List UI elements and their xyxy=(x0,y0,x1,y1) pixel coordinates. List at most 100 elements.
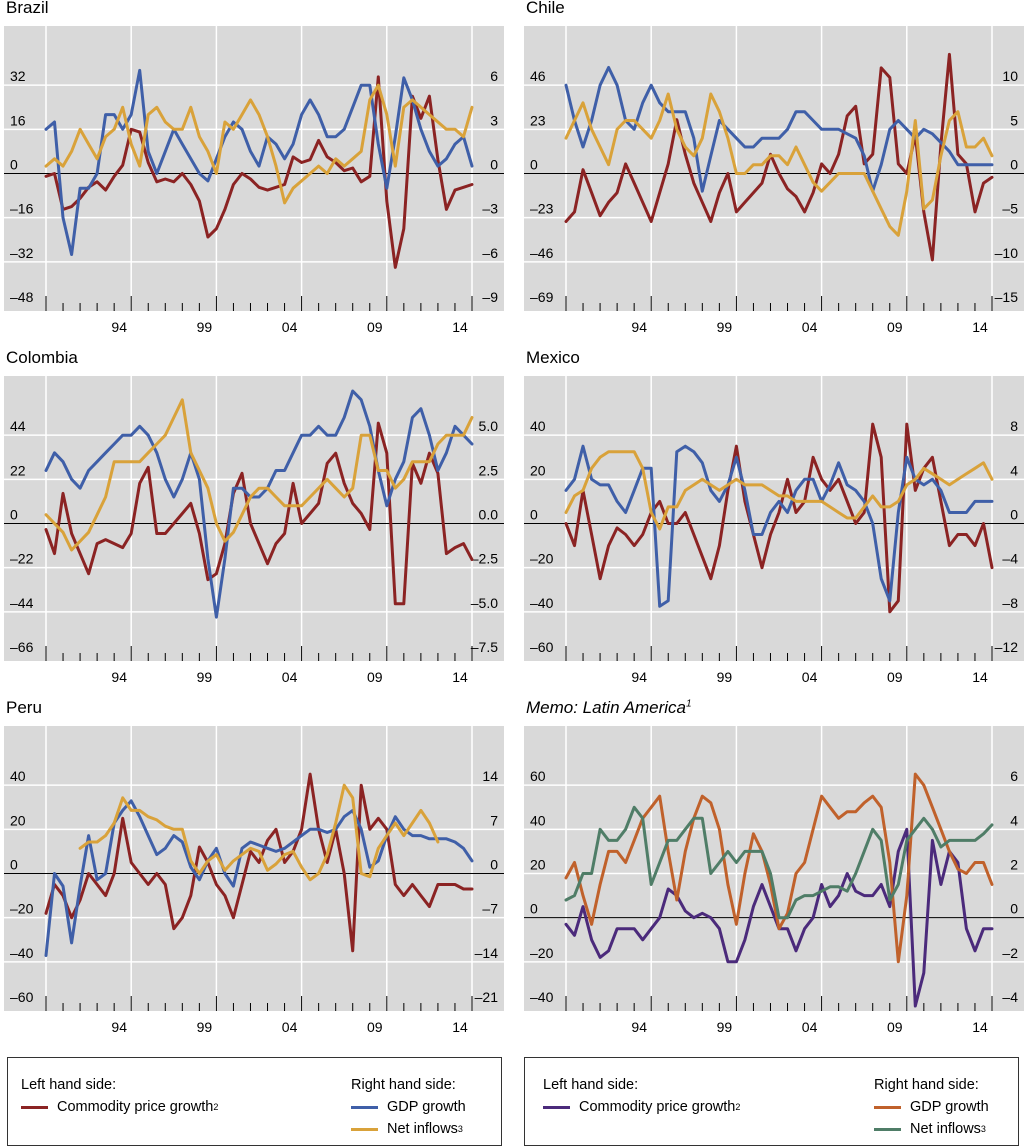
panel-title: Chile xyxy=(526,0,565,17)
right-axis-label: –14 xyxy=(475,945,499,961)
x-tick-label: 99 xyxy=(197,1019,213,1035)
chart-plot: 94 99 04 09 14 –60 –40 –20 0 20 40 –21 –14 –7 0 7 14 xyxy=(4,726,504,1035)
x-tick-label: 04 xyxy=(802,669,818,685)
left-axis-label: –40 xyxy=(530,595,554,611)
left-axis-label: 0 xyxy=(530,507,538,523)
right-axis-label: –10 xyxy=(995,245,1019,261)
legend-swatch xyxy=(351,1105,378,1109)
x-tick-label: 14 xyxy=(972,669,988,685)
legend-swatch xyxy=(543,1105,570,1109)
chart-plot: 94 99 04 09 14 –66 –44 –22 0 22 44 –7.5 –5.0 –2.5 0.0 2… xyxy=(4,376,504,685)
legend-lhs-title: Left hand side: xyxy=(21,1077,117,1093)
left-axis-label: –66 xyxy=(10,639,34,655)
series-line-commodity-price-growth xyxy=(44,421,474,606)
left-axis-label: 0 xyxy=(10,507,18,523)
x-tick-label: 04 xyxy=(282,669,298,685)
legend-swatch xyxy=(21,1105,48,1109)
plot-background xyxy=(524,726,1024,1011)
panel-title: Peru xyxy=(6,698,42,717)
right-axis-label: –4 xyxy=(1002,989,1018,1005)
right-axis-label: 2 xyxy=(1010,857,1018,873)
legend-item: GDP growth xyxy=(874,1096,989,1118)
left-axis-label: 60 xyxy=(530,768,546,784)
right-axis-label: –9 xyxy=(482,289,498,305)
x-tick-label: 99 xyxy=(717,1019,733,1035)
panel-title: Colombia xyxy=(6,348,78,367)
chart-panel-latin-america: Memo: Latin America1 94 99 04 09 14 –40 –20 0 20… xyxy=(524,698,1024,1035)
chart-plot: 94 99 04 09 14 –69 –46 –23 0 23 46 –15 –10 –5 0 5 10 xyxy=(524,26,1024,335)
right-axis-label: –21 xyxy=(475,989,499,1005)
chart-panel-peru: Peru 94 99 04 09 14 –60 –40 –20 0 20 40 –21 –14 –7 0 7 1… xyxy=(4,698,504,1035)
right-axis-label: 8 xyxy=(1010,418,1018,434)
left-axis-label: 46 xyxy=(530,68,546,84)
right-axis-label: 6 xyxy=(1010,768,1018,784)
left-axis-label: 20 xyxy=(10,812,26,828)
left-axis-label: 40 xyxy=(10,768,26,784)
right-axis-label: 4 xyxy=(1010,462,1018,478)
left-axis-label: –46 xyxy=(530,245,554,261)
series-line-gdp-growth xyxy=(564,444,994,608)
left-axis-label: 32 xyxy=(10,68,26,84)
left-axis-label: –20 xyxy=(530,945,554,961)
plot-background xyxy=(4,26,504,311)
series-line-gdp-growth xyxy=(564,772,994,964)
right-axis-label: –2.5 xyxy=(471,551,498,567)
right-axis-label: 4 xyxy=(1010,812,1018,828)
series-line-net-inflows xyxy=(44,83,474,205)
x-tick-label: 94 xyxy=(111,1019,127,1035)
right-axis-label: 6 xyxy=(490,68,498,84)
x-tick-label: 99 xyxy=(197,669,213,685)
right-axis-label: –3 xyxy=(482,201,498,217)
series-line-commodity-price-growth xyxy=(44,772,474,953)
legend-rhs: Right hand side: GDP growth Net inflows 3 xyxy=(351,1074,466,1140)
legend-rhs-title: Right hand side: xyxy=(874,1077,979,1093)
right-axis-label: –12 xyxy=(995,639,1019,655)
left-axis-label: –40 xyxy=(10,945,34,961)
x-tick-label: 14 xyxy=(452,669,468,685)
series-line-net-inflows xyxy=(564,805,994,920)
left-axis-label: –48 xyxy=(10,289,34,305)
legend-item: GDP growth xyxy=(351,1096,466,1118)
legend-item: Net inflows 3 xyxy=(874,1118,989,1140)
series-line-net-inflows xyxy=(564,450,994,531)
right-axis-label: –15 xyxy=(995,289,1019,305)
left-axis-label: 23 xyxy=(530,112,546,128)
x-tick-label: 04 xyxy=(802,1019,818,1035)
right-axis-label: –8 xyxy=(1002,595,1018,611)
left-axis-label: 40 xyxy=(530,418,546,434)
left-axis-label: –16 xyxy=(10,201,34,217)
right-axis-label: 5 xyxy=(1010,112,1018,128)
right-axis-label: –7.5 xyxy=(471,639,498,655)
legend-swatch xyxy=(351,1127,378,1131)
x-tick-label: 94 xyxy=(111,319,127,335)
right-axis-label: 7 xyxy=(490,812,498,828)
left-axis-label: –22 xyxy=(10,551,34,567)
x-tick-label: 14 xyxy=(452,1019,468,1035)
legend-lhs-title: Left hand side: xyxy=(543,1077,639,1093)
right-axis-label: 0.0 xyxy=(479,507,499,523)
x-tick-label: 99 xyxy=(197,319,213,335)
x-tick-label: 04 xyxy=(802,319,818,335)
legend-latin-america: Left hand side: Commodity price growth 2 … xyxy=(524,1057,1019,1146)
left-axis-label: 0 xyxy=(10,157,18,173)
right-axis-label: 0 xyxy=(1010,507,1018,523)
x-tick-label: 09 xyxy=(887,669,903,685)
right-axis-label: 0 xyxy=(490,857,498,873)
left-axis-label: –20 xyxy=(530,551,554,567)
x-tick-label: 99 xyxy=(717,669,733,685)
left-axis-label: 40 xyxy=(530,812,546,828)
panel-title: Mexico xyxy=(526,348,580,367)
chart-panel-brazil: Brazil 94 99 04 09 14 –48 –32 –16 0 16 32 –9 –6 –3 0 3 6 xyxy=(4,0,504,335)
series-line-net-inflows xyxy=(78,783,440,882)
legend-label: Net inflows xyxy=(387,1121,458,1137)
x-tick-label: 04 xyxy=(282,319,298,335)
legend-label: GDP growth xyxy=(387,1099,466,1115)
legend-lhs: Left hand side: Commodity price growth 2 xyxy=(21,1074,218,1118)
chart-panel-chile: Chile 94 99 04 09 14 –69 –46 –23 0 23 46 –15 –10 –5 0 5… xyxy=(524,0,1024,335)
chart-panel-mexico: Mexico 94 99 04 09 14 –60 –40 –20 0 20 40 –12 –8 –4 0 4… xyxy=(524,348,1024,685)
series-line-net-inflows xyxy=(564,92,994,237)
panel-title: Brazil xyxy=(6,0,49,17)
left-axis-label: –20 xyxy=(10,901,34,917)
legend-swatch xyxy=(874,1127,901,1131)
